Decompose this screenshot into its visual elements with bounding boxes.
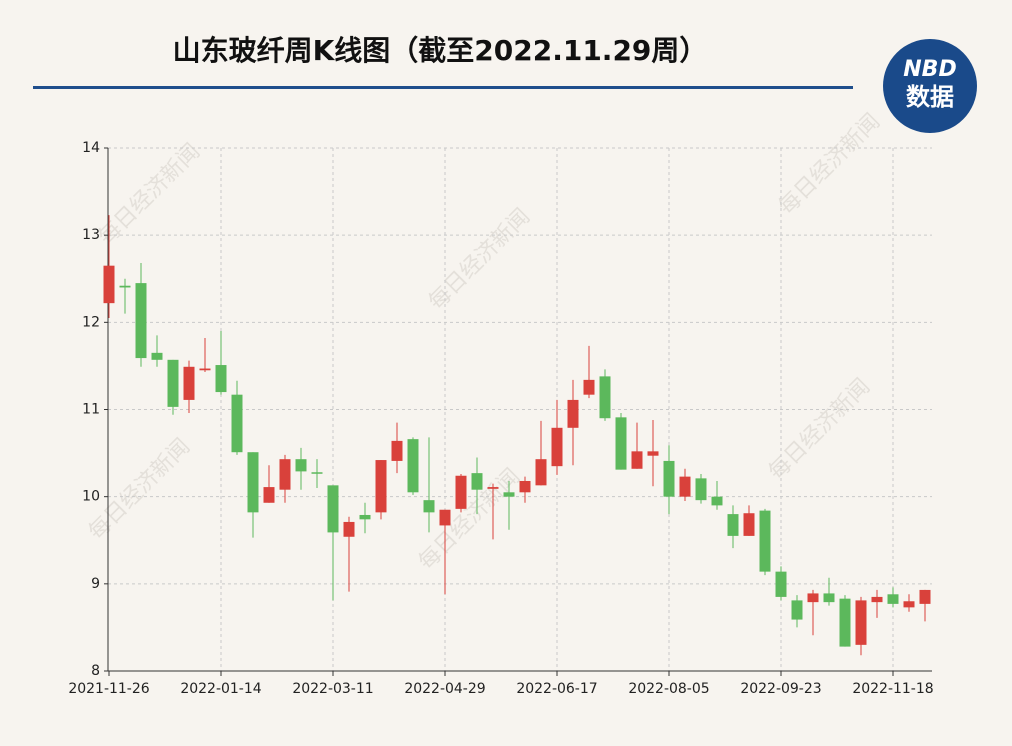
candle-body — [823, 593, 835, 603]
logo-circle — [883, 39, 977, 133]
candle-body — [775, 571, 787, 597]
title-rule — [33, 86, 853, 89]
candle-body — [119, 285, 131, 288]
candle-body — [199, 368, 211, 371]
candle-body — [759, 510, 771, 572]
candle-body — [135, 283, 147, 359]
candle-body — [183, 366, 195, 400]
candle-body — [871, 596, 883, 603]
candle-body — [295, 459, 307, 472]
x-tick-label: 2022-01-14 — [180, 681, 261, 697]
candle-body — [487, 487, 499, 489]
candle-body — [407, 439, 419, 493]
x-tick-label: 2022-11-18 — [852, 681, 933, 697]
candle-body — [359, 514, 371, 520]
candle-body — [471, 473, 483, 490]
candle-body — [679, 476, 691, 497]
plot: 8 9 10 11 12 13 14 2021-11-26 2022-01-14 2022-03-… — [68, 140, 933, 697]
candle-body — [231, 394, 243, 453]
candle-body — [807, 593, 819, 603]
logo-bottom: 数据 — [906, 83, 954, 111]
candle-body — [583, 379, 595, 395]
candle-body — [375, 460, 387, 513]
y-tick-label: 12 — [82, 314, 100, 330]
candle-body — [839, 598, 851, 647]
candle-body — [311, 472, 323, 474]
candle-body — [887, 594, 899, 604]
candle-body — [615, 417, 627, 470]
y-tick-label: 11 — [82, 402, 100, 418]
x-tick-label: 2022-09-23 — [740, 681, 821, 697]
candle-body — [519, 480, 531, 493]
candle-body — [727, 514, 739, 536]
candle-body — [919, 589, 931, 604]
candle-body — [343, 521, 355, 537]
chart-title: 山东玻纤周K线图（截至2022.11.29周） — [173, 34, 708, 67]
candle-body — [103, 265, 115, 304]
candle-body — [503, 492, 515, 497]
candle-body — [647, 451, 659, 456]
candle-body — [455, 475, 467, 509]
candle-body — [551, 427, 563, 467]
candle-body — [903, 601, 915, 608]
candle-body — [167, 359, 179, 407]
x-tick-label: 2022-04-29 — [404, 681, 485, 697]
x-tick-label: 2022-06-17 — [516, 681, 597, 697]
candle-body — [567, 399, 579, 428]
candle-body — [711, 496, 723, 506]
candle-body — [439, 509, 451, 526]
candle-body — [631, 451, 643, 469]
y-tick-label: 9 — [91, 576, 100, 592]
y-tick-label: 13 — [82, 227, 100, 243]
candle-body — [855, 600, 867, 645]
candle-body — [535, 459, 547, 486]
candle-body — [423, 500, 435, 513]
y-tick-label: 8 — [91, 663, 100, 679]
candle-body — [279, 459, 291, 490]
candle-body — [663, 460, 675, 497]
logo-top: NBD — [903, 57, 956, 82]
candle-body — [791, 600, 803, 620]
candle-body — [215, 365, 227, 393]
x-tick-label: 2022-03-11 — [292, 681, 373, 697]
candle-body — [263, 487, 275, 503]
candle-body — [695, 478, 707, 501]
x-tick-label: 2022-08-05 — [628, 681, 709, 697]
candle-body — [247, 452, 259, 513]
candle-body — [327, 485, 339, 533]
candle-body — [151, 352, 163, 360]
candle-body — [391, 440, 403, 461]
candle-body — [743, 513, 755, 536]
y-tick-label: 14 — [82, 140, 100, 156]
y-tick-label: 10 — [82, 489, 100, 505]
candle-body — [599, 376, 611, 419]
x-tick-label: 2021-11-26 — [68, 681, 149, 697]
